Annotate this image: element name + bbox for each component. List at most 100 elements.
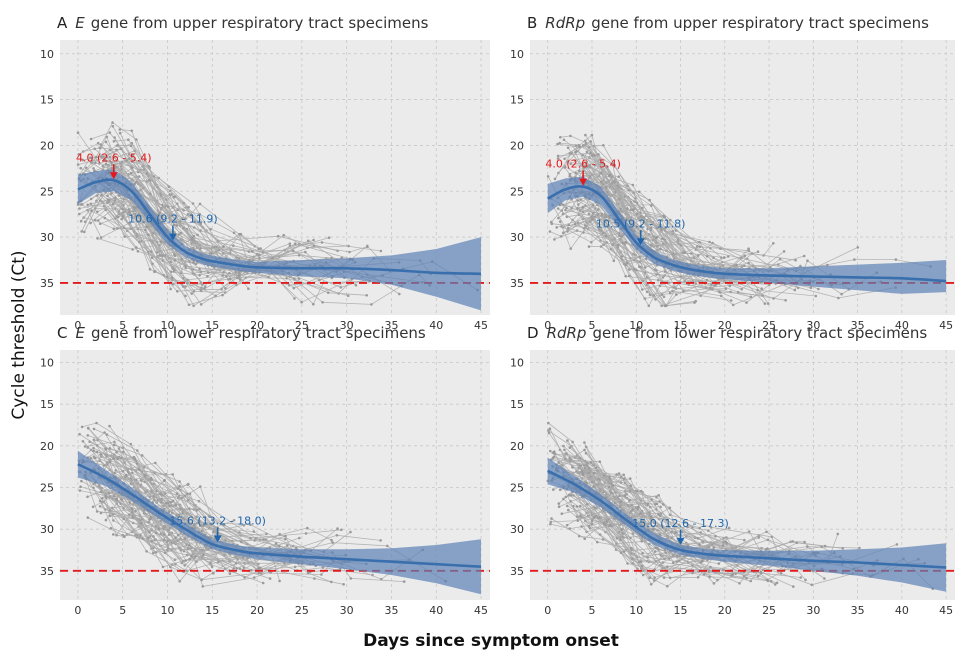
patient-point xyxy=(166,275,169,278)
patient-point xyxy=(583,537,586,540)
y-tick-label: 10 xyxy=(40,357,54,370)
patient-point xyxy=(192,226,196,229)
patient-point xyxy=(558,141,561,145)
fitted-curve xyxy=(77,463,482,568)
patient-point xyxy=(152,551,155,555)
patient-point xyxy=(249,523,252,526)
patient-point xyxy=(576,199,580,202)
patient-point xyxy=(546,175,550,178)
patient-point xyxy=(778,257,782,261)
patient-point xyxy=(195,560,198,563)
patient-point xyxy=(673,531,677,535)
patient-point xyxy=(106,198,110,201)
patient-point xyxy=(568,527,572,530)
patient-point xyxy=(618,505,622,509)
patient-point xyxy=(579,464,582,468)
panel-gene-name: E xyxy=(75,14,85,32)
patient-trajectory xyxy=(569,161,762,290)
patient-point xyxy=(293,565,297,569)
patient-point xyxy=(182,227,185,230)
x-tick-label: 0 xyxy=(74,604,81,617)
patient-point xyxy=(268,577,272,580)
patient-point xyxy=(306,571,310,575)
fitted-curve xyxy=(547,185,947,283)
x-tick-label: 35 xyxy=(384,319,398,332)
patient-point xyxy=(128,153,131,156)
patient-point xyxy=(696,576,700,579)
patient-point xyxy=(624,274,627,278)
patient-point xyxy=(228,272,231,275)
patient-point xyxy=(663,557,666,561)
patient-point xyxy=(581,473,585,477)
patient-point xyxy=(590,217,594,221)
y-tick-label: 35 xyxy=(510,565,524,578)
panel-gene-name: RdRp xyxy=(547,324,587,342)
patient-point xyxy=(817,287,820,291)
patient-point xyxy=(241,556,245,559)
patient-trajectory xyxy=(574,154,692,262)
patient-point xyxy=(119,165,123,168)
patient-point xyxy=(743,538,746,542)
patient-point xyxy=(312,302,315,306)
patient-point xyxy=(298,536,301,540)
y-axis-label: Cycle threshold (Ct) xyxy=(9,250,29,419)
patient-point xyxy=(167,547,170,550)
patient-point xyxy=(587,471,590,475)
patient-point xyxy=(625,261,629,265)
patient-point xyxy=(180,561,184,565)
patient-point xyxy=(624,263,627,267)
patient-point xyxy=(172,196,175,199)
patient-trajectory xyxy=(99,486,243,561)
patient-point xyxy=(735,263,738,267)
patient-point xyxy=(209,561,212,564)
patient-point xyxy=(191,202,195,205)
patient-point xyxy=(837,296,840,300)
patient-point xyxy=(577,143,581,147)
patient-point xyxy=(105,135,109,139)
patient-point xyxy=(206,275,209,278)
patient-point xyxy=(291,249,295,252)
patient-point xyxy=(557,461,560,464)
patient-point xyxy=(552,488,555,491)
x-tick-label: 20 xyxy=(718,319,732,332)
patient-point xyxy=(103,464,106,467)
patient-point xyxy=(225,275,228,278)
patient-point xyxy=(232,244,235,247)
x-tick-label: 45 xyxy=(939,319,953,332)
patient-point xyxy=(558,488,562,492)
patient-point xyxy=(86,426,90,430)
patient-point xyxy=(693,301,696,304)
patient-point xyxy=(631,557,634,561)
patient-point xyxy=(721,544,725,547)
patient-point xyxy=(612,180,616,183)
patient-point xyxy=(550,220,553,224)
patient-point xyxy=(725,541,729,545)
patient-point xyxy=(195,509,198,512)
panel-letter: C xyxy=(57,324,67,342)
x-tick-label: 0 xyxy=(544,319,551,332)
patient-point xyxy=(564,208,567,212)
patient-point xyxy=(633,229,636,233)
patient-point xyxy=(136,220,140,223)
patient-point xyxy=(202,553,205,557)
patient-point xyxy=(622,477,626,480)
patient-point xyxy=(557,505,561,509)
x-tick-label: 5 xyxy=(119,319,126,332)
patient-point xyxy=(235,567,238,570)
patient-point xyxy=(646,502,650,505)
patient-point xyxy=(320,241,324,244)
patient-point xyxy=(639,215,643,218)
patient-point xyxy=(711,241,714,245)
patient-point xyxy=(628,477,632,480)
patient-point xyxy=(130,129,134,133)
patient-point xyxy=(568,175,571,178)
patient-point xyxy=(183,564,186,567)
chart-panel-a: 0 5 10 15 20 25 30 35 40 45 10 15 20 25 30 35 4.0 (2.6 -… xyxy=(40,14,490,332)
patient-point xyxy=(145,172,149,175)
patient-point xyxy=(92,167,95,170)
patient-trajectory xyxy=(90,132,189,208)
patient-point xyxy=(577,534,581,538)
patient-point xyxy=(178,480,181,483)
patient-point xyxy=(128,210,131,213)
patient-point xyxy=(553,452,557,456)
